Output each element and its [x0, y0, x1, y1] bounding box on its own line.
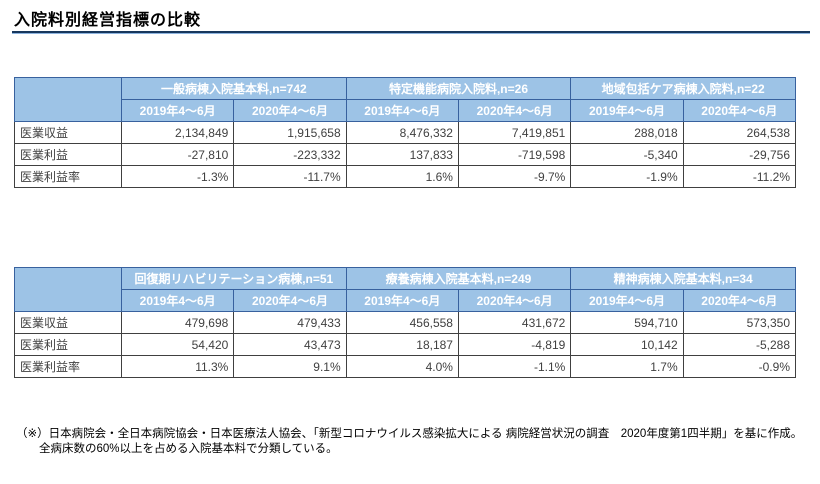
value-cell: 264,538: [682, 121, 797, 144]
table-row-profit-rate: 医業利益率 -1.3% -11.7% 1.6% -9.7% -1.9% -11.…: [14, 165, 797, 188]
group-header-row: 回復期リハビリテーション病棟,n=51 療養病棟入院基本料,n=249 精神病棟…: [14, 267, 796, 312]
value-cell: 9.1%: [233, 355, 347, 378]
value-cell: -11.7%: [233, 165, 347, 188]
value-cell: 456,558: [345, 311, 459, 334]
group-header-community-care: 地域包括ケア病棟入院料,n=22: [570, 77, 796, 100]
value-cell: 479,698: [120, 311, 235, 334]
footnote: （※）日本病院会・全日本病院協会・日本医療法人協会、「新型コロナウイルス感染拡大…: [16, 427, 808, 457]
period-header: 2020年4～6月: [457, 99, 572, 122]
row-label: 医業利益: [14, 143, 122, 166]
group-header-longterm-care-ward: 療養病棟入院基本料,n=249: [345, 267, 572, 290]
row-label: 医業利益: [14, 333, 122, 356]
table-row-profit: 医業利益 -27,810 -223,332 137,833 -719,598 -…: [14, 143, 797, 166]
value-cell: 54,420: [120, 333, 235, 356]
value-cell: 1.6%: [345, 165, 459, 188]
value-cell: -1.1%: [457, 355, 572, 378]
period-header: 2020年4～6月: [233, 99, 347, 122]
value-cell: 18,187: [345, 333, 459, 356]
value-cell: -5,340: [570, 143, 684, 166]
value-cell: -1.3%: [120, 165, 235, 188]
value-cell: -223,332: [233, 143, 347, 166]
value-cell: -27,810: [120, 143, 235, 166]
value-cell: 1,915,658: [233, 121, 347, 144]
value-cell: 288,018: [570, 121, 684, 144]
footnote-line-2: 全病床数の60%以上を占める入院基本料で分類している。: [39, 443, 338, 456]
table-row-revenue: 医業収益 2,134,849 1,915,658 8,476,332 7,419…: [14, 121, 797, 144]
value-cell: 7,419,851: [457, 121, 572, 144]
footnote-line-1: （※）日本病院会・全日本病院協会・日本医療法人協会、「新型コロナウイルス感染拡大…: [16, 428, 803, 440]
period-header-row: 2019年4～6月 2020年4～6月 2019年4～6月 2020年4～6月 …: [15, 99, 797, 122]
row-label: 医業利益率: [14, 165, 122, 188]
value-cell: 573,350: [682, 311, 797, 334]
value-cell: 10,142: [570, 333, 684, 356]
period-header: 2019年4～6月: [345, 289, 459, 312]
row-label: 医業収益: [14, 311, 122, 334]
value-cell: 2,134,849: [120, 121, 235, 144]
period-header: 2019年4～6月: [570, 289, 684, 312]
value-cell: -9.7%: [457, 165, 572, 188]
value-cell: 4.0%: [345, 355, 459, 378]
value-cell: 431,672: [457, 311, 572, 334]
group-header-psychiatric-ward: 精神病棟入院基本料,n=34: [570, 267, 796, 290]
value-cell: 11.3%: [120, 355, 235, 378]
period-header: 2019年4～6月: [120, 99, 235, 122]
table-row-revenue: 医業収益 479,698 479,433 456,558 431,672 594…: [14, 311, 797, 334]
group-header-row: 一般病棟入院基本料,n=742 特定機能病院入院料,n=26 地域包括ケア病棟入…: [14, 77, 796, 122]
value-cell: -0.9%: [682, 355, 797, 378]
period-header: 2020年4～6月: [233, 289, 347, 312]
group-header-rehabilitation-ward: 回復期リハビリテーション病棟,n=51: [121, 267, 347, 290]
row-label: 医業収益: [14, 121, 122, 144]
table-row-profit-rate: 医業利益率 11.3% 9.1% 4.0% -1.1% 1.7% -0.9%: [14, 355, 797, 378]
row-label: 医業利益率: [14, 355, 122, 378]
corner-cell: [14, 267, 122, 312]
title-underline: [12, 31, 810, 34]
value-cell: -11.2%: [682, 165, 797, 188]
value-cell: -719,598: [457, 143, 572, 166]
value-cell: 8,476,332: [345, 121, 459, 144]
value-cell: -5,288: [682, 333, 797, 356]
table-row-profit: 医業利益 54,420 43,473 18,187 -4,819 10,142 …: [14, 333, 797, 356]
value-cell: 1.7%: [570, 355, 684, 378]
period-header: 2020年4～6月: [457, 289, 572, 312]
value-cell: 479,433: [233, 311, 347, 334]
period-header: 2019年4～6月: [570, 99, 684, 122]
value-cell: -1.9%: [570, 165, 684, 188]
value-cell: 594,710: [570, 311, 684, 334]
period-header: 2020年4～6月: [682, 289, 797, 312]
period-header: 2020年4～6月: [682, 99, 797, 122]
group-header-advanced-treatment: 特定機能病院入院料,n=26: [345, 77, 572, 100]
metrics-table-bottom: 回復期リハビリテーション病棟,n=51 療養病棟入院基本料,n=249 精神病棟…: [14, 267, 797, 378]
page-title: 入院料別経営指標の比較: [14, 12, 202, 29]
metrics-table-top: 一般病棟入院基本料,n=742 特定機能病院入院料,n=26 地域包括ケア病棟入…: [14, 77, 797, 188]
value-cell: -29,756: [682, 143, 797, 166]
period-header: 2019年4～6月: [345, 99, 459, 122]
period-header: 2019年4～6月: [120, 289, 235, 312]
value-cell: 43,473: [233, 333, 347, 356]
period-header-row: 2019年4～6月 2020年4～6月 2019年4～6月 2020年4～6月 …: [15, 289, 797, 312]
corner-cell: [14, 77, 122, 122]
value-cell: -4,819: [457, 333, 572, 356]
group-header-general-ward: 一般病棟入院基本料,n=742: [121, 77, 347, 100]
value-cell: 137,833: [345, 143, 459, 166]
